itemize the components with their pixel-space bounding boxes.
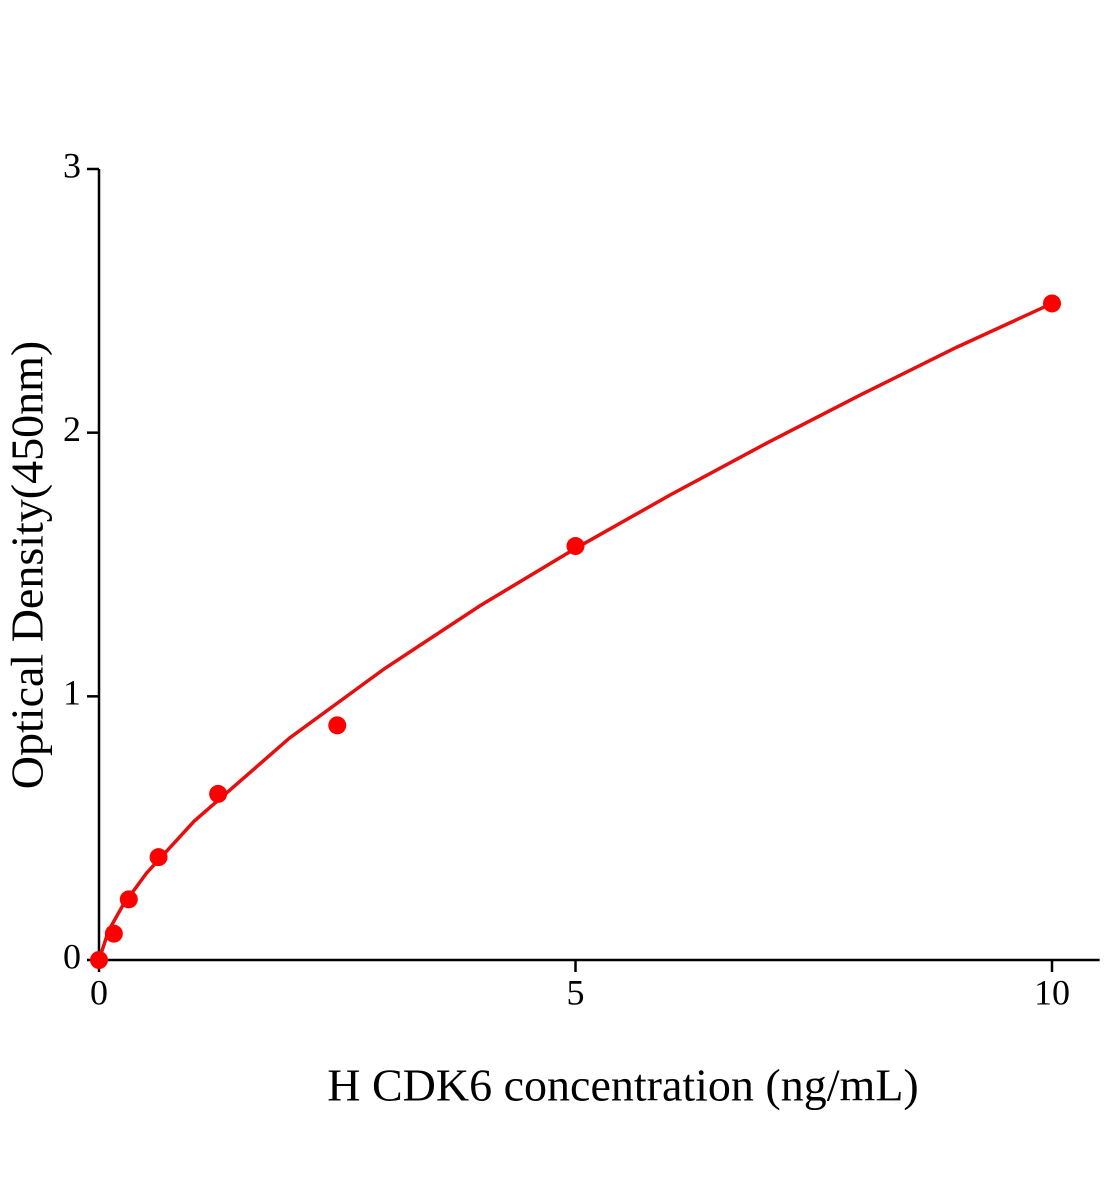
y-axis-title: Optical Density(450nm) [2,341,53,789]
data-point [328,716,347,735]
data-point [104,924,123,943]
fit-curve [97,301,1053,961]
data-point [1043,294,1061,313]
data-point [209,784,228,803]
x-axis-title: H CDK6 concentration (ng/mL) [327,1060,918,1111]
data-point [149,848,168,867]
y-tick-label: 1 [63,673,81,713]
y-tick-label: 2 [63,409,81,449]
x-tick-label: 10 [1034,972,1070,1012]
y-tick-label: 0 [63,936,81,976]
data-point [90,951,108,969]
data-point [119,890,138,909]
x-tick-label: 5 [567,972,585,1012]
y-tick-label: 3 [63,145,81,185]
data-point [566,537,585,556]
x-tick-label: 0 [90,972,108,1012]
